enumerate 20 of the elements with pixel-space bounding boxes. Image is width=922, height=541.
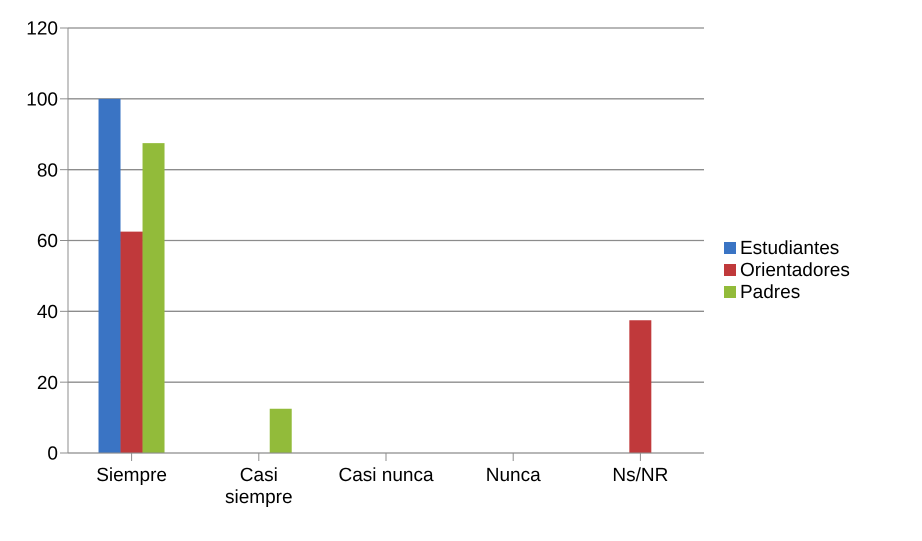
bar: [629, 320, 652, 453]
legend-label: Estudiantes: [740, 238, 840, 258]
y-tick-label: 20: [36, 372, 58, 394]
y-tick-label: 60: [36, 231, 58, 252]
y-tick-label: 120: [26, 18, 58, 40]
x-tick-label: Casi nunca: [338, 465, 434, 486]
bar: [120, 232, 143, 453]
y-tick-label: 40: [36, 302, 58, 324]
x-tick-label: Siempre: [96, 465, 167, 486]
y-tick-label: 100: [26, 90, 58, 111]
x-tick-label: Nunca: [486, 465, 542, 486]
legend-label: Padres: [740, 282, 800, 302]
y-tick-label: 80: [36, 160, 58, 182]
bar: [270, 408, 292, 453]
bar: [98, 98, 121, 453]
y-tick-label: 0: [47, 444, 58, 465]
legend-label: Orientadores: [740, 260, 850, 280]
x-tick-label: Casi siempre: [225, 465, 293, 508]
bar: [142, 143, 165, 453]
x-tick-label: Ns/NR: [612, 465, 668, 486]
